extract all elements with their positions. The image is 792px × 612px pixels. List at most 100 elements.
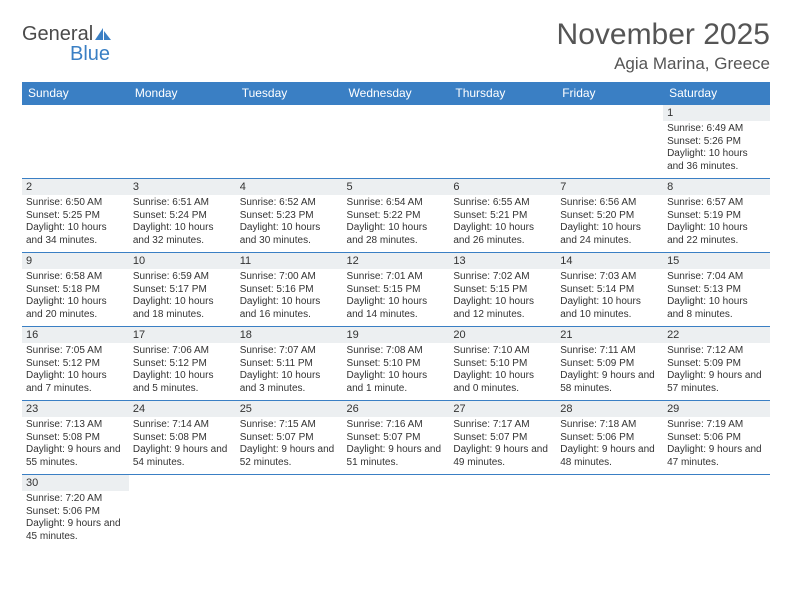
calendar-cell [449, 105, 556, 179]
day-body: Sunrise: 7:18 AMSunset: 5:06 PMDaylight:… [556, 417, 663, 473]
sunrise-text: Sunrise: 7:11 AM [560, 345, 659, 358]
day-body: Sunrise: 7:19 AMSunset: 5:06 PMDaylight:… [663, 417, 770, 473]
calendar-cell: 22Sunrise: 7:12 AMSunset: 5:09 PMDayligh… [663, 327, 770, 401]
logo-word1: General [22, 23, 93, 45]
weekday-fri: Friday [556, 82, 663, 105]
logo-text: GeneralBlue [22, 24, 113, 64]
sunset-text: Sunset: 5:14 PM [560, 284, 659, 297]
daylight-text: Daylight: 9 hours and 48 minutes. [560, 444, 659, 469]
sunset-text: Sunset: 5:09 PM [560, 358, 659, 371]
sunset-text: Sunset: 5:08 PM [133, 432, 232, 445]
calendar-cell: 20Sunrise: 7:10 AMSunset: 5:10 PMDayligh… [449, 327, 556, 401]
sunset-text: Sunset: 5:16 PM [240, 284, 339, 297]
day-number: 12 [343, 253, 450, 269]
calendar-cell: 16Sunrise: 7:05 AMSunset: 5:12 PMDayligh… [22, 327, 129, 401]
day-number: 29 [663, 401, 770, 417]
day-number [129, 475, 236, 479]
day-number: 13 [449, 253, 556, 269]
daylight-text: Daylight: 10 hours and 30 minutes. [240, 222, 339, 247]
daylight-text: Daylight: 10 hours and 16 minutes. [240, 296, 339, 321]
day-number: 27 [449, 401, 556, 417]
calendar-cell [556, 475, 663, 549]
calendar-cell: 8Sunrise: 6:57 AMSunset: 5:19 PMDaylight… [663, 179, 770, 253]
page-title: November 2025 [557, 18, 770, 52]
day-number: 23 [22, 401, 129, 417]
calendar-cell: 18Sunrise: 7:07 AMSunset: 5:11 PMDayligh… [236, 327, 343, 401]
sunrise-text: Sunrise: 7:03 AM [560, 271, 659, 284]
sunrise-text: Sunrise: 6:54 AM [347, 197, 446, 210]
header: GeneralBlue November 2025 Agia Marina, G… [22, 18, 770, 74]
calendar-cell: 1Sunrise: 6:49 AMSunset: 5:26 PMDaylight… [663, 105, 770, 179]
calendar-cell: 23Sunrise: 7:13 AMSunset: 5:08 PMDayligh… [22, 401, 129, 475]
day-body: Sunrise: 7:13 AMSunset: 5:08 PMDaylight:… [22, 417, 129, 473]
sunrise-text: Sunrise: 6:58 AM [26, 271, 125, 284]
calendar-cell: 6Sunrise: 6:55 AMSunset: 5:21 PMDaylight… [449, 179, 556, 253]
day-number: 17 [129, 327, 236, 343]
sunset-text: Sunset: 5:21 PM [453, 210, 552, 223]
calendar-row: 16Sunrise: 7:05 AMSunset: 5:12 PMDayligh… [22, 327, 770, 401]
sunrise-text: Sunrise: 7:01 AM [347, 271, 446, 284]
day-body: Sunrise: 6:52 AMSunset: 5:23 PMDaylight:… [236, 195, 343, 251]
day-body: Sunrise: 7:02 AMSunset: 5:15 PMDaylight:… [449, 269, 556, 325]
daylight-text: Daylight: 10 hours and 1 minute. [347, 370, 446, 395]
sunrise-text: Sunrise: 6:51 AM [133, 197, 232, 210]
sunrise-text: Sunrise: 7:00 AM [240, 271, 339, 284]
sunrise-text: Sunrise: 6:49 AM [667, 123, 766, 136]
day-number: 28 [556, 401, 663, 417]
sunrise-text: Sunrise: 7:18 AM [560, 419, 659, 432]
day-number: 11 [236, 253, 343, 269]
daylight-text: Daylight: 10 hours and 22 minutes. [667, 222, 766, 247]
sail-icon [93, 26, 113, 42]
day-number: 9 [22, 253, 129, 269]
calendar-cell: 24Sunrise: 7:14 AMSunset: 5:08 PMDayligh… [129, 401, 236, 475]
day-number: 4 [236, 179, 343, 195]
calendar-cell: 26Sunrise: 7:16 AMSunset: 5:07 PMDayligh… [343, 401, 450, 475]
sunset-text: Sunset: 5:07 PM [240, 432, 339, 445]
sunrise-text: Sunrise: 7:19 AM [667, 419, 766, 432]
weekday-thu: Thursday [449, 82, 556, 105]
day-number: 7 [556, 179, 663, 195]
day-number [556, 105, 663, 109]
daylight-text: Daylight: 9 hours and 47 minutes. [667, 444, 766, 469]
day-body: Sunrise: 6:59 AMSunset: 5:17 PMDaylight:… [129, 269, 236, 325]
day-body: Sunrise: 6:54 AMSunset: 5:22 PMDaylight:… [343, 195, 450, 251]
sunrise-text: Sunrise: 7:08 AM [347, 345, 446, 358]
daylight-text: Daylight: 10 hours and 36 minutes. [667, 148, 766, 173]
day-body: Sunrise: 7:11 AMSunset: 5:09 PMDaylight:… [556, 343, 663, 399]
daylight-text: Daylight: 9 hours and 51 minutes. [347, 444, 446, 469]
calendar-row: 23Sunrise: 7:13 AMSunset: 5:08 PMDayligh… [22, 401, 770, 475]
sunrise-text: Sunrise: 6:57 AM [667, 197, 766, 210]
sunrise-text: Sunrise: 7:20 AM [26, 493, 125, 506]
weekday-header-row: Sunday Monday Tuesday Wednesday Thursday… [22, 82, 770, 105]
day-body: Sunrise: 7:20 AMSunset: 5:06 PMDaylight:… [22, 491, 129, 547]
day-number [663, 475, 770, 479]
day-number: 22 [663, 327, 770, 343]
calendar-cell: 14Sunrise: 7:03 AMSunset: 5:14 PMDayligh… [556, 253, 663, 327]
sunrise-text: Sunrise: 7:15 AM [240, 419, 339, 432]
day-body: Sunrise: 7:03 AMSunset: 5:14 PMDaylight:… [556, 269, 663, 325]
calendar-cell: 29Sunrise: 7:19 AMSunset: 5:06 PMDayligh… [663, 401, 770, 475]
daylight-text: Daylight: 9 hours and 52 minutes. [240, 444, 339, 469]
day-body: Sunrise: 6:51 AMSunset: 5:24 PMDaylight:… [129, 195, 236, 251]
day-number: 16 [22, 327, 129, 343]
calendar-cell: 5Sunrise: 6:54 AMSunset: 5:22 PMDaylight… [343, 179, 450, 253]
sunrise-text: Sunrise: 7:14 AM [133, 419, 232, 432]
sunrise-text: Sunrise: 6:50 AM [26, 197, 125, 210]
day-body: Sunrise: 6:56 AMSunset: 5:20 PMDaylight:… [556, 195, 663, 251]
day-body: Sunrise: 7:00 AMSunset: 5:16 PMDaylight:… [236, 269, 343, 325]
day-number: 19 [343, 327, 450, 343]
daylight-text: Daylight: 10 hours and 12 minutes. [453, 296, 552, 321]
sunset-text: Sunset: 5:06 PM [26, 506, 125, 519]
sunrise-text: Sunrise: 7:17 AM [453, 419, 552, 432]
sunset-text: Sunset: 5:13 PM [667, 284, 766, 297]
sunset-text: Sunset: 5:11 PM [240, 358, 339, 371]
daylight-text: Daylight: 9 hours and 49 minutes. [453, 444, 552, 469]
logo-word2: Blue [22, 43, 110, 65]
day-body: Sunrise: 7:07 AMSunset: 5:11 PMDaylight:… [236, 343, 343, 399]
sunset-text: Sunset: 5:15 PM [453, 284, 552, 297]
day-number: 30 [22, 475, 129, 491]
calendar-cell: 2Sunrise: 6:50 AMSunset: 5:25 PMDaylight… [22, 179, 129, 253]
sunset-text: Sunset: 5:25 PM [26, 210, 125, 223]
daylight-text: Daylight: 10 hours and 14 minutes. [347, 296, 446, 321]
sunrise-text: Sunrise: 6:52 AM [240, 197, 339, 210]
